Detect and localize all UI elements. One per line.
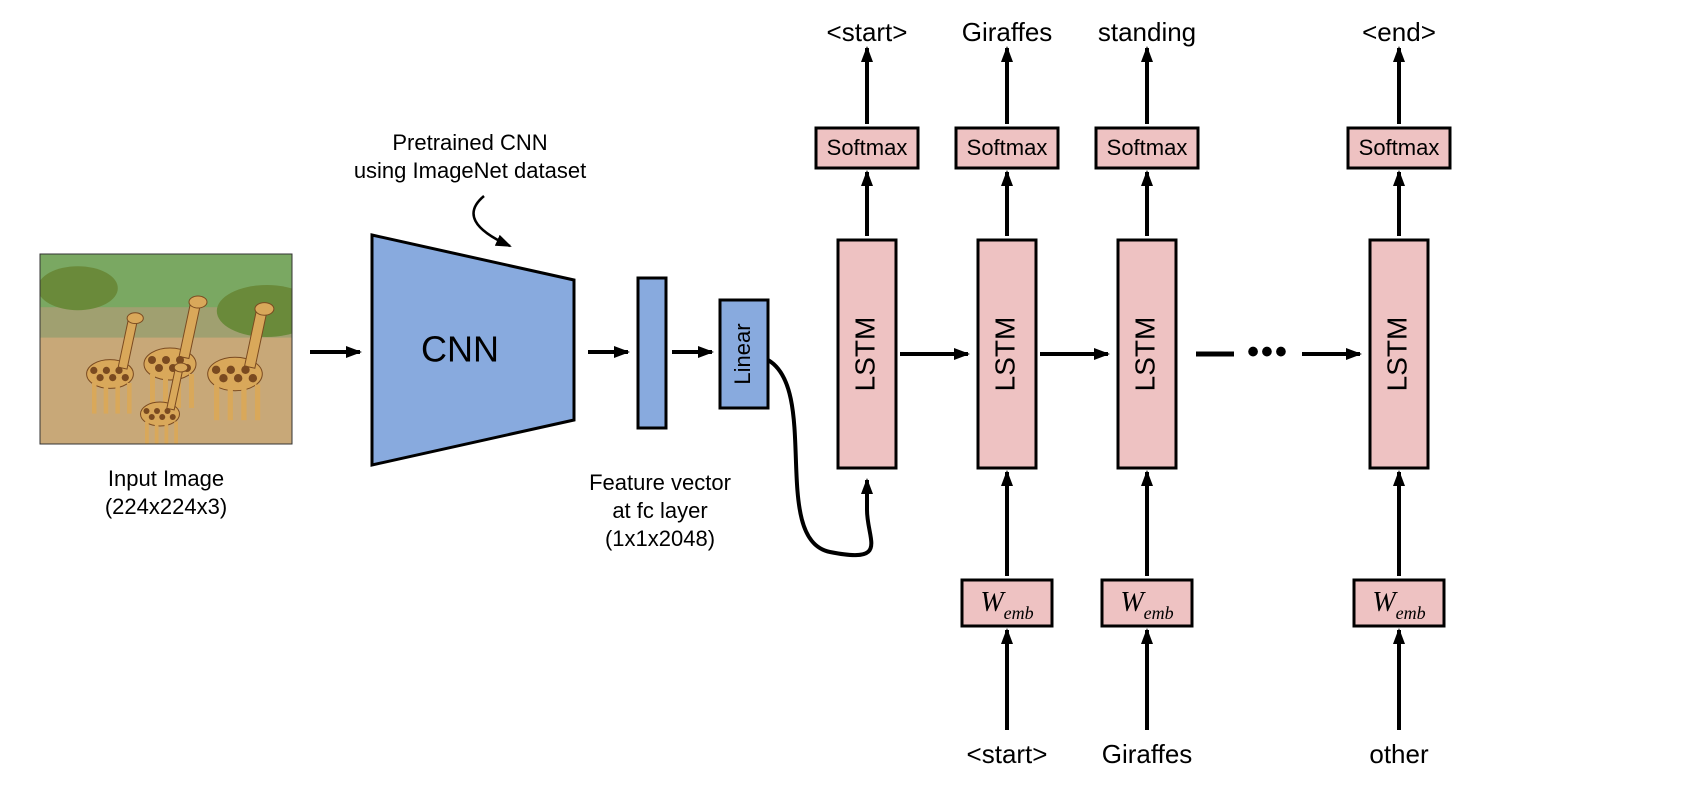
- output-word-3: <end>: [1362, 17, 1436, 47]
- cnn-label: CNN: [421, 329, 499, 370]
- linear-label: Linear: [730, 323, 755, 384]
- cnn-annotation-1: Pretrained CNN: [392, 130, 547, 155]
- lstm-label-3: LSTM: [1381, 317, 1412, 392]
- feature-caption-2: at fc layer: [612, 498, 707, 523]
- softmax-label-2: Softmax: [1107, 135, 1188, 160]
- input-image: [38, 254, 317, 452]
- softmax-label-3: Softmax: [1359, 135, 1440, 160]
- ellipsis-icon: •••: [1247, 333, 1289, 371]
- input-image-caption-1: Input Image: [108, 466, 224, 491]
- output-word-2: standing: [1098, 17, 1196, 47]
- cnn-annotation-2: using ImageNet dataset: [354, 158, 586, 183]
- input-word-1: Giraffes: [1102, 739, 1193, 769]
- feature-caption-3: (1x1x2048): [605, 526, 715, 551]
- feature-caption-1: Feature vector: [589, 470, 731, 495]
- lstm-label-1: LSTM: [989, 317, 1020, 392]
- softmax-label-1: Softmax: [967, 135, 1048, 160]
- input-word-2: other: [1369, 739, 1429, 769]
- feature-vector-block: [638, 278, 666, 428]
- softmax-label-0: Softmax: [827, 135, 908, 160]
- lstm-label-2: LSTM: [1129, 317, 1160, 392]
- input-image-caption-2: (224x224x3): [105, 494, 227, 519]
- cnn-annotation-arrow: [474, 196, 510, 246]
- output-word-1: Giraffes: [962, 17, 1053, 47]
- lstm-label-0: LSTM: [849, 317, 880, 392]
- input-word-0: <start>: [967, 739, 1048, 769]
- output-word-0: <start>: [827, 17, 908, 47]
